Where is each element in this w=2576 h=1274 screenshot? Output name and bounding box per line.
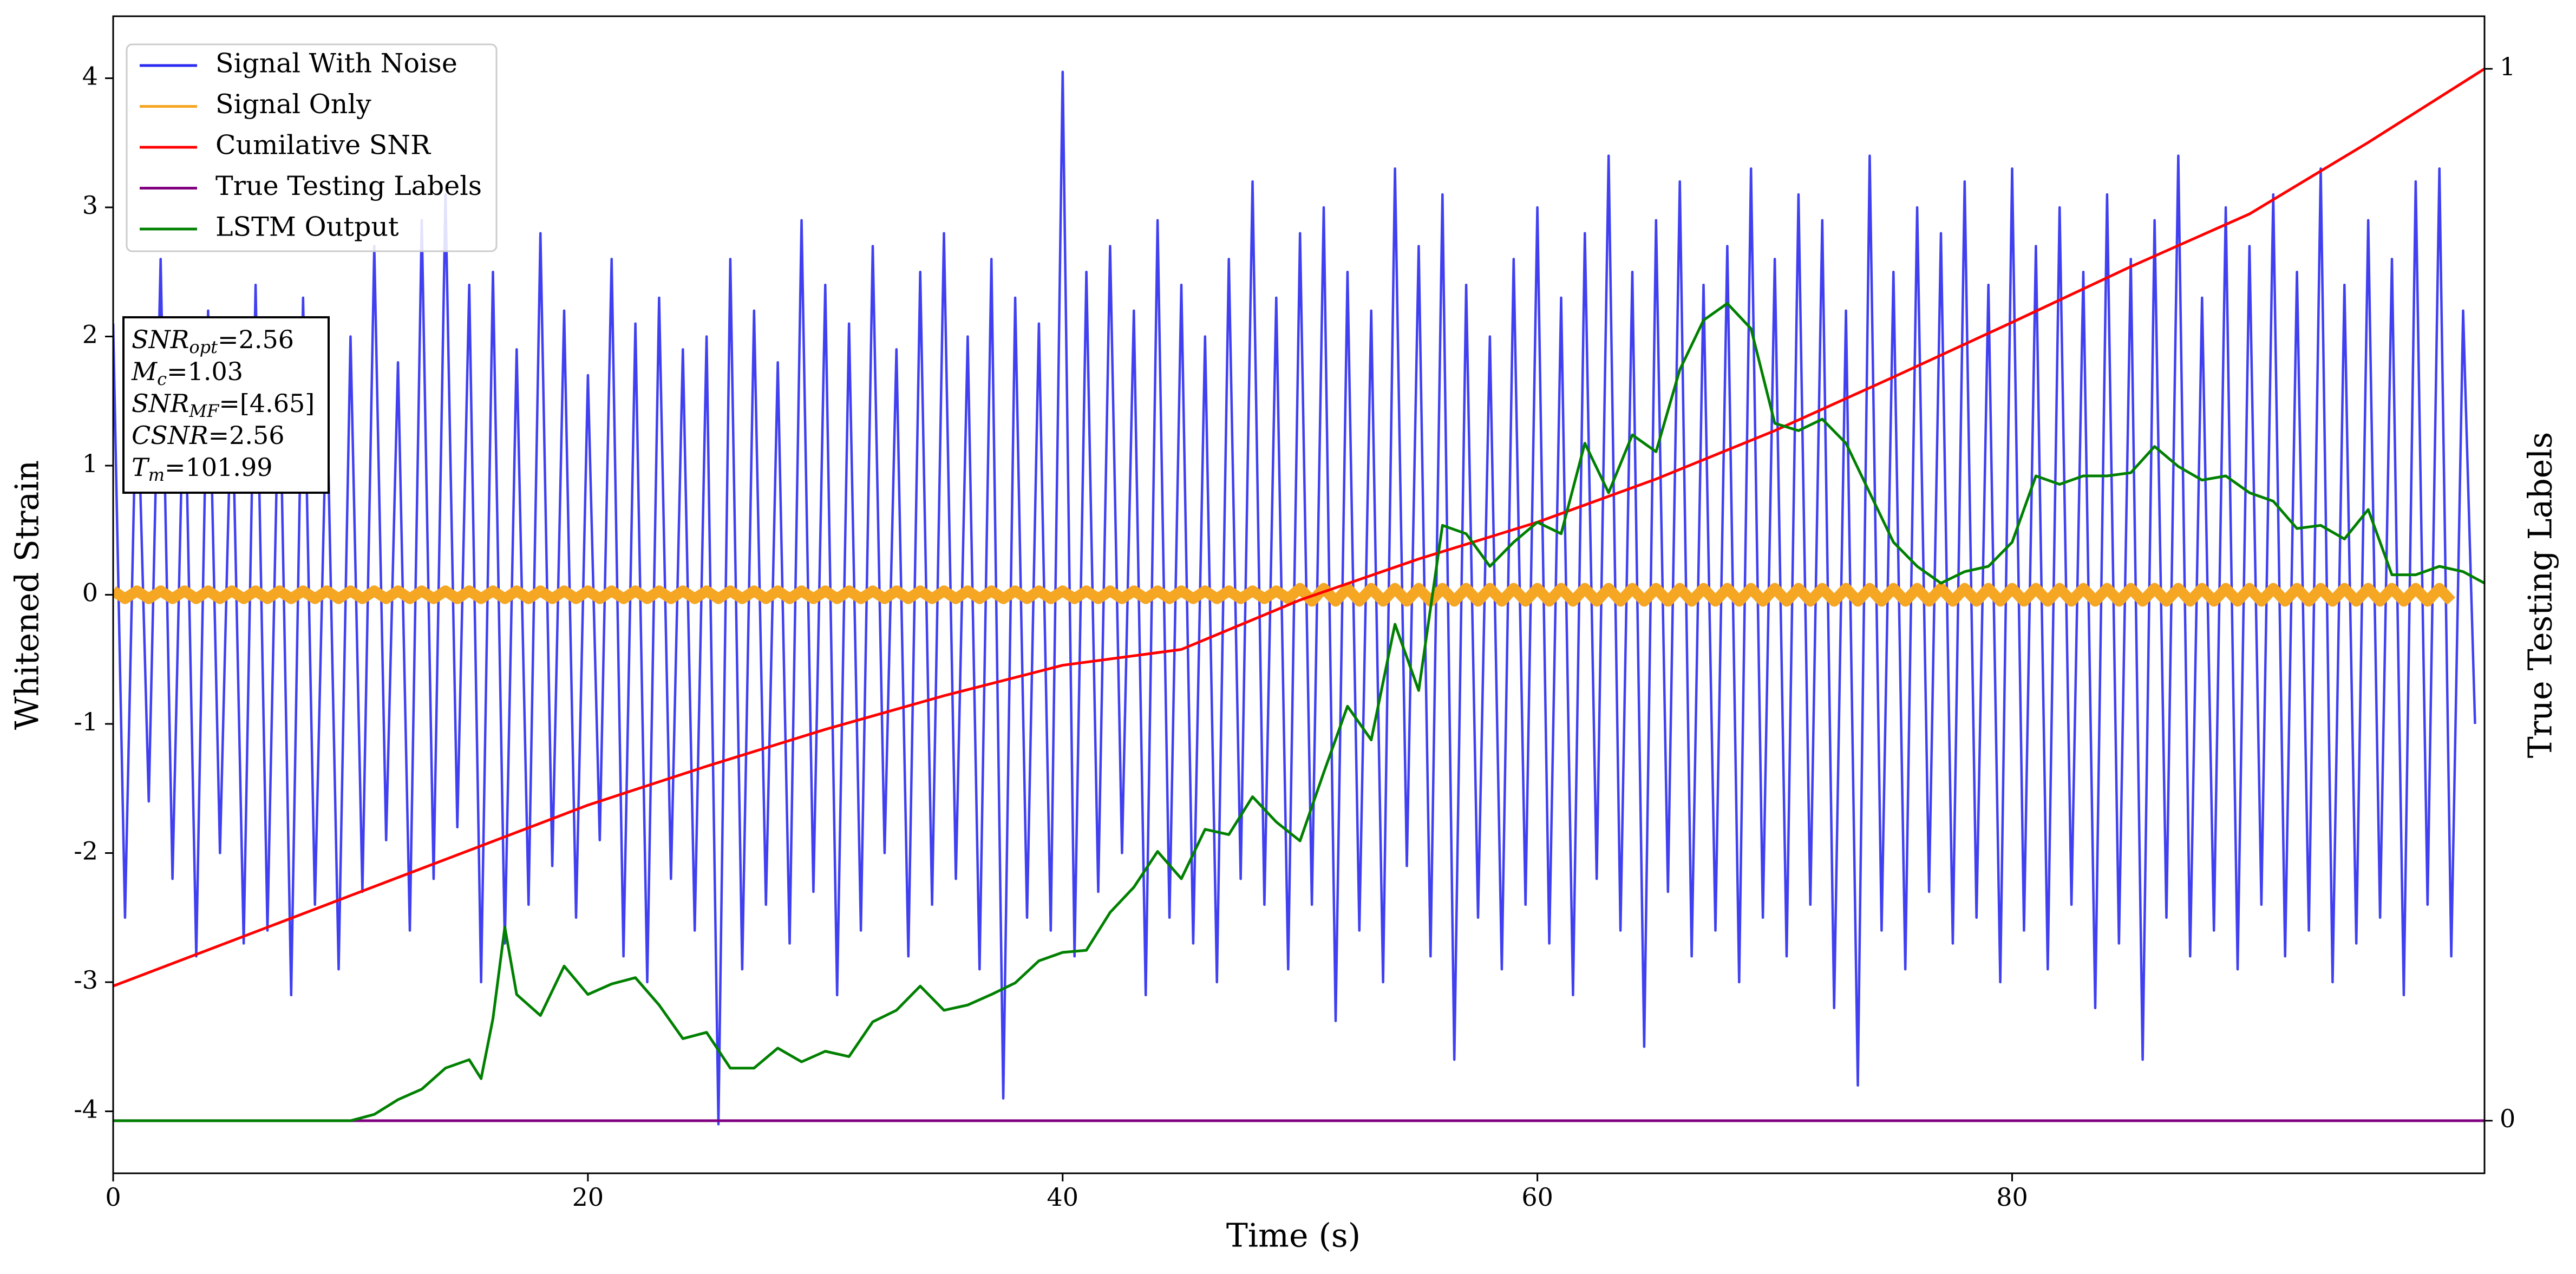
x-axis-label: Time (s) (1226, 1217, 1361, 1255)
annotation-name: T (132, 453, 150, 482)
annotation: SNRopt=2.56Mc=1.03SNRMF=[4.65]CSNR=2.56T… (122, 316, 330, 494)
annotation-text: SNRMF=[4.65] (132, 389, 315, 421)
annotation-value: =[4.65] (219, 389, 315, 418)
annotation-text: SNRopt=2.56 (132, 325, 294, 357)
x-tick-label: 60 (1521, 1182, 1553, 1212)
annotation-box (122, 316, 330, 494)
legend-label: Cumilative SNR (215, 130, 431, 161)
y-tick-label: -2 (74, 837, 98, 866)
y-axis-label: Whitened Strain (9, 460, 47, 730)
series-line (113, 302, 2485, 1122)
annotation-sub: c (157, 369, 167, 389)
y-tick-label: 4 (82, 61, 98, 90)
annotation-sub: opt (189, 337, 218, 357)
annotation-text: Mc=1.03 (131, 357, 243, 389)
legend-label: Signal Only (215, 89, 371, 120)
y-tick-label: 2 (82, 319, 98, 349)
plot-area (113, 67, 2485, 1126)
y-tick-label: 1 (82, 449, 98, 478)
y2-tick-label: 1 (2500, 52, 2515, 81)
annotation-value: =101.99 (165, 453, 273, 482)
annotation-sub: m (148, 465, 165, 485)
annotation-value: =2.56 (218, 325, 294, 354)
annotation-name: M (131, 357, 158, 386)
annotation-name: SNR (132, 325, 189, 354)
annotation-value: =1.03 (167, 357, 243, 386)
y-tick-label: -1 (74, 707, 98, 736)
x-tick-label: 80 (1996, 1182, 2028, 1212)
y-tick-label: 0 (82, 578, 98, 607)
annotation-sub: MF (188, 401, 220, 421)
y-tick-label: -4 (74, 1095, 98, 1124)
annotation-text: Tm=101.99 (132, 453, 273, 485)
y2-axis-label: True Testing Labels (2522, 432, 2560, 759)
x-tick-label: 20 (572, 1182, 604, 1212)
series-line (113, 67, 2485, 988)
legend: Signal With Noise Signal Only Cumilative S… (126, 43, 498, 252)
annotation-value: =2.56 (208, 421, 285, 450)
x-tick-label: 40 (1047, 1182, 1078, 1212)
legend-box (126, 43, 498, 252)
annotation-name: SNR (132, 389, 189, 418)
y-tick-label: -3 (74, 965, 98, 995)
legend-label: True Testing Labels (215, 171, 482, 201)
legend-label: Signal With Noise (215, 48, 457, 79)
annotation-text: CSNR=2.56 (132, 421, 285, 450)
x-tick-label: 0 (105, 1182, 121, 1212)
y-tick-label: 3 (82, 191, 98, 220)
legend-label: LSTM Output (215, 212, 399, 243)
y2-tick-label: 0 (2500, 1104, 2515, 1133)
series-line (113, 583, 2455, 607)
annotation-name: CSNR (132, 421, 208, 450)
